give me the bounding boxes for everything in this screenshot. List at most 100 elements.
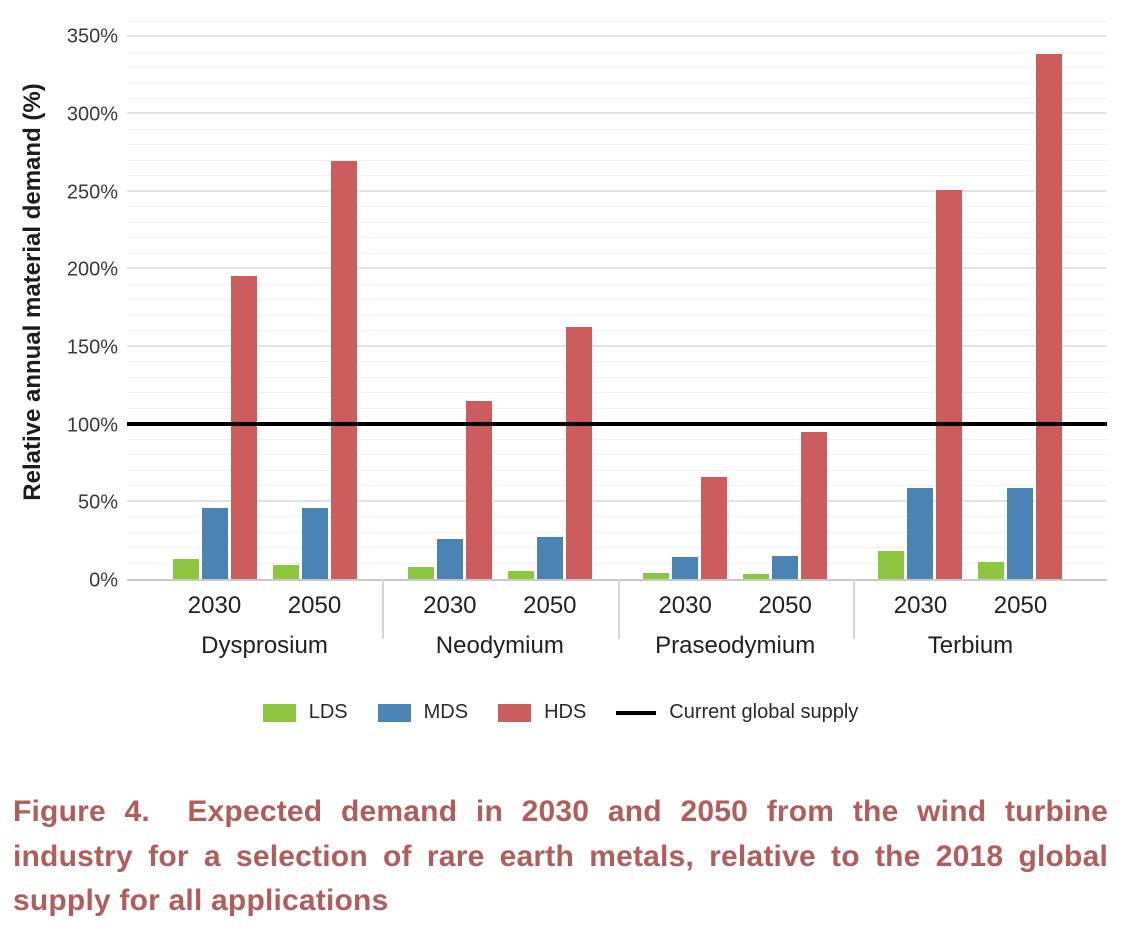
- bar-terbium-2030-hds: [936, 190, 963, 579]
- gridline-350: [127, 35, 1107, 38]
- gridline-110: [127, 407, 1107, 409]
- gridline-160: [127, 330, 1107, 332]
- group-separator-3: [852, 579, 855, 639]
- bar-group-terbium: [878, 20, 1063, 579]
- gridline-210: [127, 252, 1107, 254]
- year-labels-neodymium: 2030 2050: [407, 583, 592, 620]
- category-label-neodymium: Neodymium: [435, 632, 564, 659]
- gridline-120: [127, 392, 1107, 394]
- bar-dysprosium-2050-mds: [301, 507, 328, 579]
- category-label-terbium: Terbium: [927, 632, 1014, 659]
- legend-line-swatch: [616, 710, 657, 715]
- bar-terbium-2030-lds: [878, 551, 905, 579]
- gridline-90: [127, 438, 1107, 440]
- category-label-dysprosium: Dysprosium: [201, 632, 328, 659]
- cluster-praseodymium-2030: [643, 20, 728, 579]
- cluster-terbium-2050: [978, 20, 1063, 579]
- plot-area: [127, 20, 1107, 639]
- cluster-neodymium-2050: [507, 20, 592, 579]
- legend-swatch-lds: [262, 703, 296, 722]
- bar-terbium-2050-mds: [1007, 487, 1034, 579]
- gridline-150: [127, 344, 1107, 347]
- gridline-200: [127, 267, 1107, 270]
- current-global-supply-line: [127, 422, 1107, 427]
- bar-neodymium-2030-lds: [407, 566, 434, 579]
- gridline-280: [127, 144, 1107, 146]
- legend-label-current-global-supply: Current global supply: [669, 701, 859, 723]
- gridline-170: [127, 314, 1107, 316]
- bar-dysprosium-2030-hds: [230, 275, 257, 579]
- year-label-2050: 2050: [287, 592, 342, 619]
- bar-terbium-2050-hds: [1036, 54, 1063, 579]
- bar-neodymium-2050-hds: [565, 326, 592, 579]
- legend-swatch-hds: [498, 703, 532, 722]
- gridline-260: [127, 175, 1107, 177]
- x-label-cell-dysprosium: 2030 2050 Dysprosium: [172, 583, 357, 660]
- gridline-190: [127, 283, 1107, 285]
- y-tick-label-250: 250%: [66, 181, 118, 203]
- gridline-80: [127, 454, 1107, 456]
- bar-neodymium-2050-mds: [536, 537, 563, 579]
- year-label-2030: 2030: [423, 592, 477, 619]
- y-tick-label-100: 100%: [66, 414, 118, 437]
- bar-neodymium-2050-lds: [507, 571, 534, 579]
- cluster-dysprosium-2050: [272, 20, 357, 579]
- bar-praseodymium-2030-mds: [672, 557, 699, 579]
- bar-terbium-2030-mds: [907, 487, 934, 579]
- legend-item-lds: LDS: [262, 701, 348, 724]
- year-label-2030: 2030: [187, 592, 242, 619]
- gridline-310: [127, 97, 1107, 99]
- bar-praseodymium-2050-hds: [801, 431, 828, 579]
- x-axis-labels: 2030 2050 Dysprosium 2030 2050 Neodymium 2030 2…: [127, 583, 1107, 660]
- group-separator-1: [382, 579, 385, 639]
- gridline-40: [127, 516, 1107, 518]
- bar-neodymium-2030-hds: [465, 400, 492, 579]
- bar-dysprosium-2050-lds: [272, 565, 299, 579]
- x-label-cell-neodymium: 2030 2050 Neodymium: [407, 583, 592, 660]
- legend-label-hds: HDS: [544, 701, 587, 723]
- gridline-10: [127, 562, 1107, 564]
- y-axis-tick-labels: 0% 50% 100% 150% 200% 250% 300% 350%: [0, 20, 118, 592]
- year-labels-dysprosium: 2030 2050: [172, 583, 357, 620]
- gridline-60: [127, 485, 1107, 487]
- gridline-330: [127, 67, 1107, 69]
- bar-group-dysprosium: [172, 20, 357, 579]
- gridline-340: [127, 51, 1107, 53]
- group-separator-2: [617, 579, 620, 639]
- bar-dysprosium-2030-mds: [201, 507, 228, 579]
- y-tick-label-150: 150%: [66, 336, 118, 359]
- x-label-cell-praseodymium: 2030 2050 Praseodymium: [643, 583, 828, 660]
- cluster-neodymium-2030: [407, 20, 492, 579]
- bar-groups: [127, 20, 1107, 579]
- gridline-270: [127, 159, 1107, 161]
- year-labels-terbium: 2030 2050: [878, 583, 1063, 620]
- bar-praseodymium-2050-lds: [743, 574, 770, 579]
- year-label-2050: 2050: [993, 592, 1048, 619]
- gridline-70: [127, 469, 1107, 471]
- legend-item-mds: MDS: [377, 701, 469, 724]
- bar-neodymium-2030-mds: [436, 538, 463, 579]
- cluster-dysprosium-2030: [172, 20, 257, 579]
- year-label-2050: 2050: [523, 592, 577, 619]
- bar-praseodymium-2030-hds: [701, 476, 728, 579]
- legend-swatch-mds: [377, 703, 411, 722]
- bar-dysprosium-2030-lds: [172, 558, 199, 579]
- gridline-360: [127, 20, 1107, 22]
- gridline-250: [127, 189, 1107, 192]
- y-tick-label-200: 200%: [66, 258, 118, 281]
- gridline-50: [127, 499, 1107, 502]
- year-label-2030: 2030: [658, 592, 712, 619]
- gridline-290: [127, 128, 1107, 130]
- gridline-140: [127, 361, 1107, 363]
- gridline-320: [127, 82, 1107, 84]
- gridline-130: [127, 376, 1107, 378]
- y-tick-label-300: 300%: [66, 103, 118, 126]
- x-label-cell-terbium: 2030 2050 Terbium: [878, 583, 1063, 660]
- year-label-2030: 2030: [893, 592, 948, 619]
- bar-group-praseodymium: [643, 20, 828, 579]
- figure-caption: Figure 4. Expected demand in 2030 and 20…: [13, 795, 1108, 918]
- y-tick-label-350: 350%: [66, 25, 118, 48]
- gridline-230: [127, 221, 1107, 223]
- legend-label-mds: MDS: [423, 701, 469, 723]
